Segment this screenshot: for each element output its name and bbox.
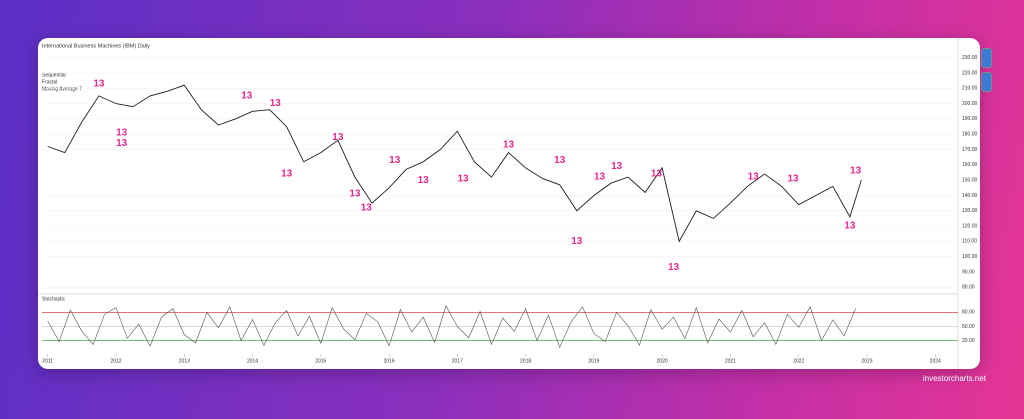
y-tick-label: 130.00 (962, 208, 978, 214)
sequential-label: 13 (389, 155, 401, 166)
y-tick-label: 220.00 (962, 70, 978, 76)
y-tick-label: 170.00 (962, 147, 978, 153)
y-tick-label: 20.00 (962, 338, 975, 344)
y-tick-label: 80.00 (962, 285, 975, 291)
sequential-label: 13 (349, 189, 361, 200)
x-tick-label: 2021 (725, 358, 736, 364)
side-button[interactable] (981, 48, 992, 68)
site-label: investorcharts.net (922, 374, 986, 383)
indicator-label: Moving Average 7 (42, 86, 82, 92)
sequential-label: 13 (651, 169, 663, 180)
sequential-label: 13 (93, 78, 105, 89)
indicator-label: Fractal (42, 79, 57, 85)
side-button[interactable] (981, 72, 992, 92)
price-line (47, 84, 862, 243)
x-tick-label: 2012 (110, 358, 121, 364)
sequential-label: 13 (787, 173, 799, 184)
y-tick-label: 110.00 (962, 239, 977, 245)
y-tick-label: 160.00 (962, 162, 978, 168)
sequential-label: 13 (748, 172, 760, 183)
x-tick-label: 2023 (861, 358, 872, 364)
sequential-label: 13 (281, 169, 293, 180)
indicator-label: Stochastic (42, 296, 66, 302)
sequential-label: 13 (332, 132, 344, 143)
x-tick-label: 2019 (588, 358, 599, 364)
x-tick-label: 2018 (520, 358, 531, 364)
sequential-label: 13 (668, 262, 680, 273)
x-tick-label: 2016 (383, 358, 394, 364)
y-tick-label: 140.00 (962, 193, 978, 199)
sequential-label: 13 (503, 140, 515, 151)
sequential-label: 13 (844, 221, 856, 232)
sequential-label: 13 (611, 161, 623, 172)
sequential-label: 13 (850, 166, 862, 177)
indicator-label: Sequential (42, 72, 66, 78)
y-tick-label: 210.00 (962, 86, 978, 92)
x-tick-label: 2017 (452, 358, 463, 364)
y-tick-label: 50.00 (962, 324, 975, 330)
y-tick-label: 230.00 (962, 55, 978, 61)
sequential-label: 13 (116, 127, 128, 138)
x-tick-label: 2013 (179, 358, 190, 364)
sequential-label: 13 (361, 202, 373, 213)
x-tick-label: 2015 (315, 358, 326, 364)
chart: International Business Machines (IBM) Da… (38, 38, 978, 369)
x-tick-label: 2020 (657, 358, 668, 364)
y-tick-label: 120.00 (962, 223, 978, 229)
sequential-label: 13 (241, 91, 253, 102)
sequential-label: 13 (594, 172, 606, 183)
y-tick-label: 90.00 (962, 269, 975, 275)
y-tick-label: 150.00 (962, 177, 978, 183)
sequential-label: 13 (116, 138, 128, 149)
sequential-label: 13 (571, 236, 583, 247)
price-line (47, 305, 856, 349)
x-tick-label: 2011 (42, 358, 53, 364)
x-tick-label: 2024 (930, 358, 941, 364)
sequential-label: 13 (418, 175, 430, 186)
y-tick-label: 80.00 (962, 310, 975, 316)
y-tick-label: 180.00 (962, 132, 978, 138)
chart-title: International Business Machines (IBM) Da… (42, 43, 150, 49)
sequential-label: 13 (457, 173, 469, 184)
sequential-label: 13 (554, 155, 566, 166)
x-tick-label: 2014 (247, 358, 258, 364)
x-tick-label: 2022 (793, 358, 804, 364)
y-tick-label: 200.00 (962, 101, 978, 107)
sequential-label: 13 (270, 98, 282, 109)
chart-card: International Business Machines (IBM) Da… (38, 38, 980, 369)
y-tick-label: 190.00 (962, 116, 978, 122)
y-tick-label: 100.00 (962, 254, 978, 260)
